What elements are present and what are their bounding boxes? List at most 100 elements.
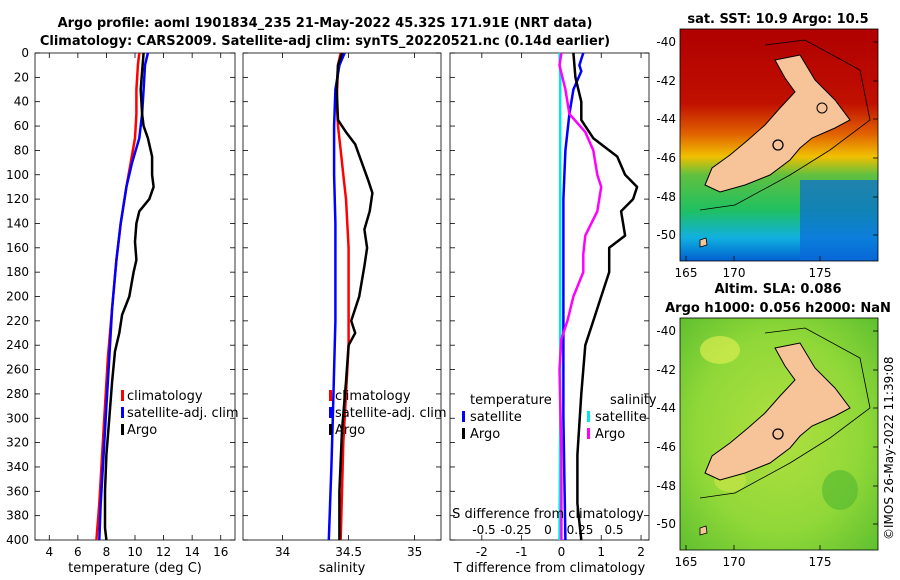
temperature-xtick-label: 4 (45, 545, 53, 559)
sla-low-patch (822, 470, 858, 510)
salinity-series-satellite-adj-clim (327, 52, 346, 541)
plot-temperature: 4 6 8 10 12 14 1602040608010012014016018020022… (6, 46, 239, 576)
sst-map-axes: 165 170 175 -40 -42 -44 -46 -48 -50 (656, 35, 878, 280)
temperature-xtick-label: 6 (74, 545, 82, 559)
map-ytick-label: -48 (656, 190, 676, 204)
depth-tick-label: 300 (6, 411, 29, 425)
difference-legend-swatch (587, 428, 590, 439)
difference-xlabel: T difference from climatology (453, 561, 646, 576)
imos-watermark: ©IMOS 26-May-2022 11:39:08 (882, 356, 896, 540)
depth-tick-label: 260 (6, 363, 29, 377)
legend-salinity-title: salinity (610, 393, 657, 408)
temperature-legend-label: climatology (127, 389, 203, 404)
sst-argo-marker (772, 139, 784, 151)
plot-difference: -2 -1 0 1 2 T difference from climatology temp… (449, 52, 657, 576)
temperature-legend-swatch (121, 390, 124, 401)
sla-shelf-contour (699, 327, 871, 499)
difference-axes-box (449, 52, 650, 541)
difference-legend-label: Argo (470, 427, 500, 442)
figure-title-line1: Argo profile: aoml 1901834_235 21-May-20… (58, 16, 593, 31)
map-xtick-label: 175 (809, 266, 832, 280)
map-ytick-label: -48 (656, 479, 676, 493)
depth-tick-label: 60 (14, 119, 29, 133)
temperature-legend-swatch (121, 407, 124, 418)
difference-xtick-top-label: 0.5 (604, 523, 623, 537)
sla-high-patch (700, 336, 740, 364)
sst-land-island (699, 237, 708, 248)
difference-series-s-satellite (558, 52, 562, 541)
depth-tick-label: 180 (6, 265, 29, 279)
difference-series-s-argo (558, 52, 603, 540)
sla-argo-marker (772, 428, 784, 440)
depth-tick-label: 140 (6, 216, 29, 230)
difference-legend-label: Argo (595, 427, 625, 442)
difference-xtick-label: 1 (597, 545, 605, 559)
temperature-legend-label: Argo (127, 423, 157, 438)
difference-legend-label: satellite (470, 410, 522, 425)
sst-shelf-contour (699, 39, 871, 211)
salinity-legend-label: satellite-adj. clim (335, 406, 447, 421)
depth-tick-label: 280 (6, 387, 29, 401)
temperature-xtick-label: 12 (156, 545, 171, 559)
sla-map: Altim. SLA: 0.086 Argo h1000: 0.056 h200… (656, 282, 890, 569)
sla-map-title1: Altim. SLA: 0.086 (715, 282, 842, 297)
map-xtick-label: 165 (675, 555, 698, 569)
depth-tick-label: 400 (6, 533, 29, 547)
difference-xlabel-top: S difference from climatology (452, 507, 644, 522)
map-ytick-label: -42 (656, 363, 676, 377)
depth-tick-label: 360 (6, 484, 29, 498)
depth-tick-label: 20 (14, 70, 29, 84)
sla-map-axes: 165 170 175 -40 -42 -44 -46 -48 -50 (656, 324, 878, 569)
sst-land-nz (704, 54, 851, 193)
legend-temperature-title: temperature (470, 393, 552, 408)
sla-map-title2: Argo h1000: 0.056 h2000: NaN (665, 301, 891, 316)
difference-xtick-top-label: -0.5 (472, 523, 495, 537)
difference-legend-label: satellite (595, 410, 647, 425)
sst-map-title: sat. SST: 10.9 Argo: 10.5 (687, 12, 868, 27)
map-xtick-label: 170 (723, 266, 746, 280)
salinity-xtick-label: 35 (407, 545, 422, 559)
map-ytick-label: -46 (656, 440, 676, 454)
difference-legend-swatch (462, 411, 465, 422)
difference-legend-swatch (587, 411, 590, 422)
map-xtick-label: 165 (675, 266, 698, 280)
salinity-series-argo (335, 52, 374, 540)
map-ytick-label: -40 (656, 324, 676, 338)
salinity-legend-swatch (329, 407, 332, 418)
temperature-xtick-label: 8 (103, 545, 111, 559)
depth-tick-label: 40 (14, 95, 29, 109)
map-ytick-label: -50 (656, 228, 676, 242)
temperature-series-argo (103, 52, 155, 541)
salinity-xtick-label: 34.5 (335, 545, 362, 559)
salinity-xlabel: salinity (319, 561, 366, 576)
temperature-series-satellite-adj-clim (98, 52, 150, 541)
depth-tick-label: 120 (6, 192, 29, 206)
plot-salinity: 34 34.5 35 salinity climatology satellite-adj… (242, 52, 447, 576)
depth-tick-label: 380 (6, 509, 29, 523)
map-xtick-label: 175 (809, 555, 832, 569)
sla-land-nz (704, 342, 851, 481)
depth-tick-label: 160 (6, 241, 29, 255)
salinity-xtick-label: 34 (275, 545, 290, 559)
salinity-legend-label: climatology (335, 389, 411, 404)
map-ytick-label: -44 (656, 401, 676, 415)
depth-tick-label: 80 (14, 143, 29, 157)
salinity-legend-swatch (329, 390, 332, 401)
temperature-xtick-label: 16 (213, 545, 228, 559)
depth-tick-label: 320 (6, 436, 29, 450)
profile-plots: 4 6 8 10 12 14 1602040608010012014016018020022… (6, 46, 657, 576)
temperature-xtick-label: 14 (185, 545, 200, 559)
salinity-legend-swatch (329, 424, 332, 435)
map-ytick-label: -40 (656, 35, 676, 49)
temperature-legend-label: satellite-adj. clim (127, 406, 239, 421)
difference-series-t-argo (572, 52, 639, 541)
depth-tick-label: 340 (6, 460, 29, 474)
difference-xtick-top-label: 0 (544, 523, 552, 537)
map-ytick-label: -50 (656, 517, 676, 531)
map-ytick-label: -42 (656, 74, 676, 88)
map-ytick-label: -44 (656, 112, 676, 126)
temperature-xtick-label: 10 (127, 545, 142, 559)
sla-map-frame (679, 317, 879, 551)
depth-tick-label: 100 (6, 168, 29, 182)
